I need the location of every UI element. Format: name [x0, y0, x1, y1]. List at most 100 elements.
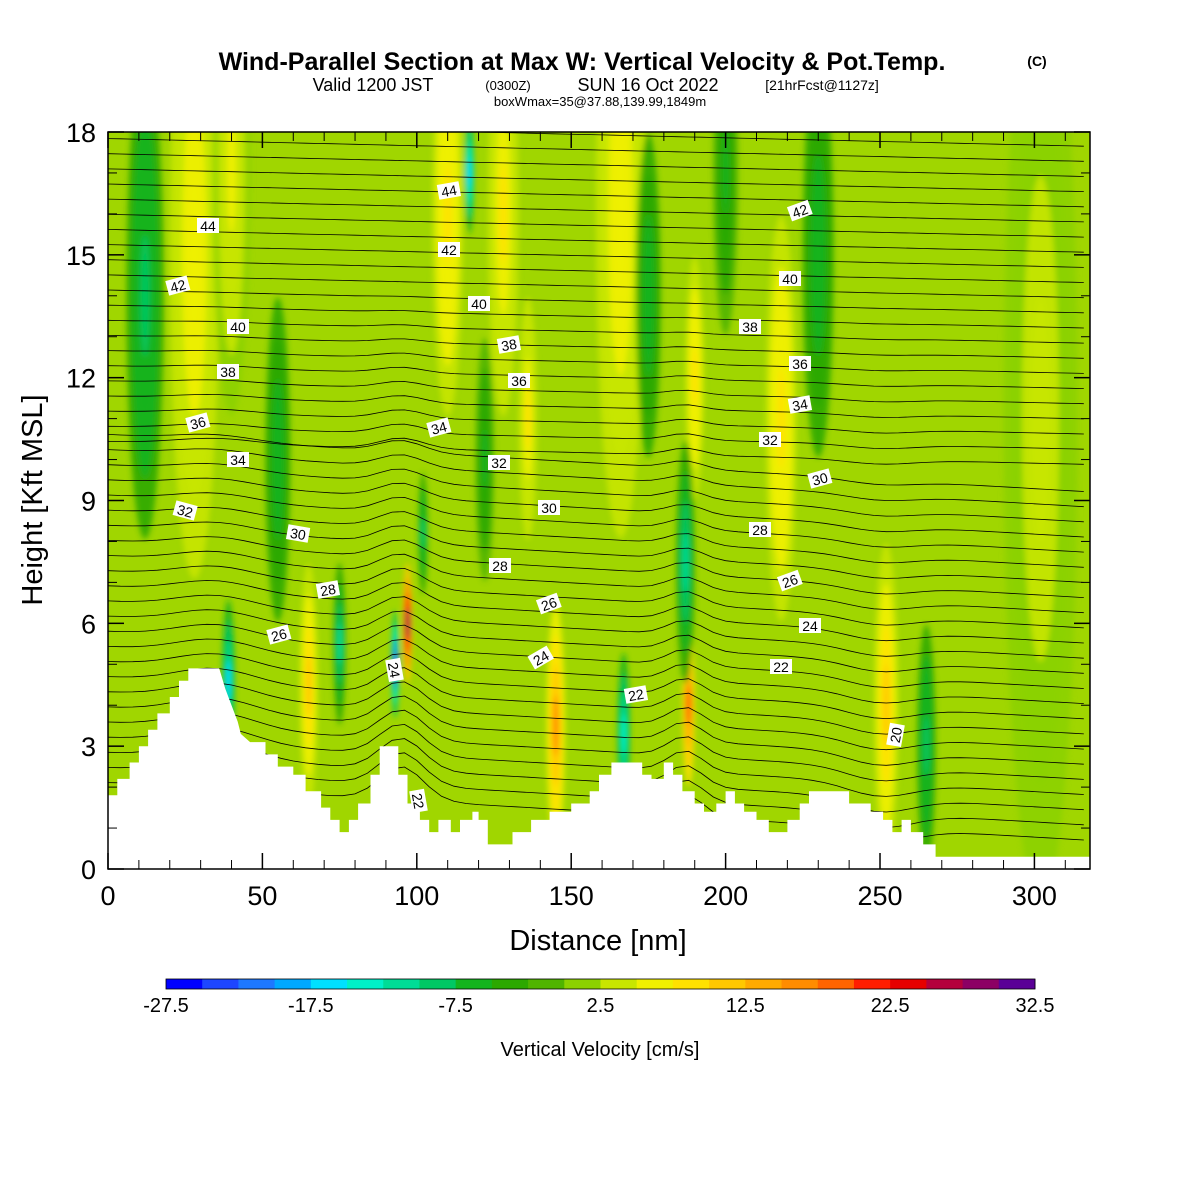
theta-contour-line: [108, 244, 1084, 268]
contour-label-text: 40: [471, 296, 487, 312]
contour-label-text: 38: [220, 364, 236, 380]
theta-contour-line: [108, 565, 1084, 629]
theta-contour-line: [108, 550, 1084, 614]
velocity-cell: [552, 695, 559, 757]
y-tick-label: 6: [81, 609, 96, 639]
contour-label-bg: [759, 432, 781, 447]
contour-label-bg: [739, 319, 761, 334]
theta-contour-line: [108, 667, 1084, 735]
theta-contour-line: [457, 132, 1084, 147]
velocity-cell: [499, 163, 508, 265]
velocity-cell: [883, 664, 890, 746]
contour-label-text: 30: [289, 525, 307, 543]
theta-contour-line: [108, 580, 1084, 644]
velocity-cell: [620, 713, 627, 755]
colorbar-tick-label: 32.5: [1016, 995, 1055, 1017]
contour-label-bg: [535, 592, 562, 615]
colorbar-swatch: [709, 979, 746, 989]
theta-contour-line: [108, 229, 1084, 253]
contour-label-bg: [217, 364, 239, 379]
theta-contour-line: [108, 477, 1084, 538]
contour-label-text: 38: [500, 336, 518, 354]
colorbar-frame: [165, 978, 1036, 990]
contour-label-bg: [776, 569, 803, 592]
contour-label-text: 22: [627, 686, 645, 704]
colorbar-title: Vertical Velocity [cm/s]: [501, 1039, 700, 1061]
contour-label: 44: [197, 218, 219, 234]
contour-label-bg: [789, 356, 811, 371]
theta-contour-line: [108, 379, 1084, 405]
contour-label-text: 28: [752, 522, 768, 538]
contour-label-bg: [538, 500, 560, 515]
box-wmax-info: boxWmax=35@37.88,139.99,1849m: [494, 94, 706, 109]
contour-label-bg: [172, 500, 198, 521]
theta-contour-line: [108, 213, 1084, 238]
contour-labels: 20 22 22 22 24 24 24 26 26 26 28 28 28 30 30 30 32 32 32 34…: [165, 181, 905, 814]
velocity-cell: [691, 347, 698, 409]
contour-label-bg: [266, 624, 292, 645]
contour-label-text: 30: [810, 469, 829, 489]
velocity-cell: [923, 715, 930, 777]
y-tick-label: 15: [66, 241, 96, 271]
x-tick-label: 300: [1012, 881, 1057, 911]
contour-label-text: 36: [792, 356, 808, 372]
velocity-cell: [140, 234, 150, 357]
contour-label-text: 26: [269, 625, 288, 645]
theta-contour-line: [108, 709, 1084, 782]
contour-label: 40: [468, 296, 490, 312]
contour-label-text: 44: [200, 218, 216, 234]
theta-contour-line: [108, 681, 1084, 751]
colorbar-swatch: [998, 979, 1036, 989]
colorbar-swatch: [745, 979, 783, 989]
theta-contour-line: [108, 408, 1084, 435]
theta-contour-line: [108, 274, 1084, 299]
contour-label: 28: [489, 558, 511, 574]
contour-label-bg: [436, 181, 462, 200]
velocity-cell: [524, 388, 531, 450]
theta-contour-line: [108, 289, 1084, 314]
colorbar-swatch: [672, 979, 710, 989]
contour-label: 26: [776, 569, 803, 592]
theta-contour-line: [108, 364, 1084, 389]
contour-label: 44: [436, 181, 462, 200]
colorbar-swatch: [600, 979, 638, 989]
colorbar-swatch: [817, 979, 855, 989]
y-tick-label: 12: [66, 364, 96, 394]
theta-contour-line: [108, 138, 1084, 162]
terrain-mask: [108, 668, 1090, 869]
contour-label-text: 22: [773, 659, 789, 675]
contour-label-text: 40: [230, 319, 246, 335]
contour-label: 34: [787, 395, 813, 414]
contour-label: 20: [886, 722, 905, 748]
contour-label: 32: [488, 455, 510, 471]
contour-label-text: 28: [319, 581, 337, 599]
contour-label: 22: [770, 659, 792, 675]
contour-label-bg: [409, 788, 428, 814]
contour-label-bg: [438, 242, 460, 257]
valid-time: Valid 1200 JST: [313, 75, 434, 95]
contour-label-bg: [227, 319, 249, 334]
theta-contour-line: [108, 304, 1084, 329]
contour-label-text: 26: [780, 571, 800, 591]
contour-label-bg: [185, 412, 211, 433]
contour-label: 34: [426, 417, 452, 438]
chart-title: Wind-Parallel Section at Max W: Vertical…: [219, 48, 1047, 109]
contour-label: 40: [227, 319, 249, 335]
theta-contour-line: [108, 723, 1084, 797]
contour-label: 30: [807, 468, 833, 489]
colorbar-tick-label: -27.5: [143, 995, 189, 1017]
contour-label: 36: [789, 356, 811, 372]
theta-contour-line: [108, 609, 1084, 674]
velocity-cell: [305, 654, 312, 716]
colorbar-labels: -27.5 -17.5 -7.5 2.5 12.5 22.5 32.5: [143, 995, 1054, 1017]
contour-label-text: 32: [762, 432, 778, 448]
contour-label: 30: [285, 524, 311, 543]
contour-label: 28: [749, 522, 771, 538]
contour-label: 32: [172, 500, 198, 521]
theta-contour-line: [108, 448, 1084, 508]
contour-label-text: 42: [441, 242, 457, 258]
contour-label: 42: [786, 199, 813, 222]
y-tick-label: 18: [66, 118, 96, 148]
